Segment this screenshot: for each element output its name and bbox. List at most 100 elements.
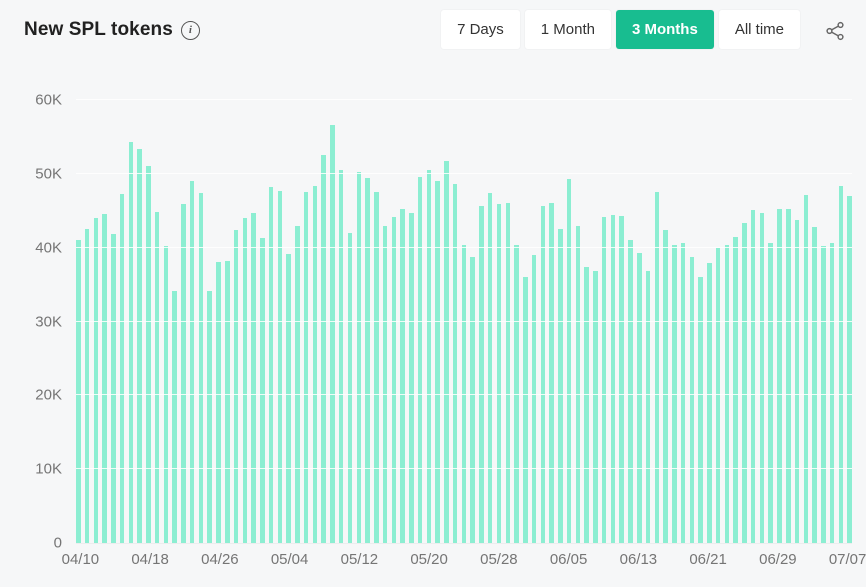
bar[interactable] [584, 266, 589, 543]
bar[interactable] [347, 232, 353, 543]
bar[interactable] [233, 229, 239, 543]
bar[interactable] [558, 229, 563, 543]
bar[interactable] [400, 208, 405, 543]
tab-7-days[interactable]: 7 Days [441, 10, 520, 49]
bar[interactable] [672, 244, 677, 543]
bar[interactable] [461, 244, 467, 543]
bar[interactable] [794, 219, 800, 543]
bar[interactable] [505, 203, 511, 543]
bar[interactable] [303, 192, 309, 543]
bar[interactable] [479, 205, 484, 543]
bar[interactable] [181, 204, 186, 543]
bar[interactable] [374, 191, 379, 543]
bar[interactable] [426, 170, 432, 543]
bar[interactable] [689, 256, 695, 543]
gridline-10K [76, 468, 852, 470]
bar[interactable] [610, 215, 616, 543]
bar[interactable] [251, 213, 256, 543]
bar[interactable] [812, 227, 817, 543]
bar[interactable] [137, 148, 142, 543]
bar[interactable] [540, 205, 546, 543]
bar[interactable] [707, 263, 712, 543]
bar[interactable] [715, 248, 721, 543]
bar[interactable] [207, 291, 212, 543]
bar[interactable] [601, 217, 607, 543]
bar[interactable] [444, 160, 449, 543]
info-icon[interactable]: i [180, 20, 200, 40]
bar[interactable] [680, 242, 686, 543]
bar[interactable] [76, 239, 81, 543]
bar[interactable] [365, 178, 370, 543]
bar[interactable] [330, 125, 335, 543]
bar[interactable] [566, 179, 572, 543]
bar[interactable] [487, 193, 493, 543]
bar[interactable] [549, 203, 554, 543]
bar[interactable] [268, 187, 274, 543]
bar[interactable] [312, 185, 318, 543]
bar[interactable] [645, 270, 651, 543]
bar[interactable] [409, 213, 414, 543]
bar[interactable] [628, 240, 633, 543]
bar[interactable] [242, 218, 248, 543]
x-tick-label: 06/05 [549, 551, 588, 568]
x-tick-label: 07/07 [828, 551, 866, 568]
bar[interactable] [102, 214, 107, 543]
tab-1-month[interactable]: 1 Month [524, 10, 611, 49]
bar[interactable] [435, 180, 440, 543]
bar[interactable] [338, 170, 344, 543]
bar[interactable] [452, 184, 458, 543]
gridline-60K [76, 99, 852, 100]
bar[interactable] [698, 277, 703, 543]
bar[interactable] [742, 222, 747, 543]
bar[interactable] [391, 216, 397, 543]
bar[interactable] [321, 155, 326, 543]
bar[interactable] [111, 233, 116, 543]
bar[interactable] [593, 270, 598, 543]
bar[interactable] [663, 229, 668, 543]
gridline-40K [76, 246, 852, 248]
bar[interactable] [119, 193, 125, 543]
bar[interactable] [829, 242, 835, 543]
bar[interactable] [759, 213, 765, 543]
bar[interactable] [216, 261, 221, 543]
bar[interactable] [654, 191, 660, 543]
bar[interactable] [286, 253, 291, 543]
bar[interactable] [786, 208, 791, 543]
bar[interactable] [417, 176, 423, 543]
tab-3-months[interactable]: 3 Months [615, 10, 714, 49]
bar[interactable] [637, 252, 642, 543]
bar[interactable] [777, 209, 782, 543]
bar[interactable] [768, 242, 773, 543]
bar[interactable] [619, 215, 624, 543]
bar[interactable] [847, 196, 852, 543]
bar[interactable] [189, 181, 195, 543]
bar[interactable] [470, 256, 475, 543]
bar[interactable] [84, 228, 90, 543]
bar[interactable] [382, 226, 388, 543]
bar[interactable] [724, 244, 730, 543]
bar[interactable] [750, 210, 756, 543]
bar[interactable] [575, 226, 581, 543]
bar[interactable] [225, 261, 230, 543]
bar[interactable] [496, 204, 502, 543]
bar[interactable] [172, 290, 177, 543]
x-tick-label: 05/20 [410, 551, 448, 568]
share-icon[interactable] [822, 18, 848, 44]
bar[interactable] [838, 185, 844, 543]
bar[interactable] [295, 226, 300, 543]
bar[interactable] [260, 238, 265, 543]
bar[interactable] [198, 193, 204, 543]
bar[interactable] [733, 236, 738, 543]
bar[interactable] [531, 255, 537, 543]
bar[interactable] [803, 195, 809, 543]
bar[interactable] [128, 142, 134, 543]
bar[interactable] [514, 244, 519, 543]
bar[interactable] [93, 218, 99, 543]
bar[interactable] [277, 190, 283, 543]
gridline-20K [76, 394, 852, 396]
bar[interactable] [523, 277, 528, 543]
tab-all-time[interactable]: All time [718, 10, 800, 49]
bar[interactable] [356, 172, 361, 543]
bar[interactable] [146, 166, 151, 543]
bar[interactable] [154, 212, 160, 543]
